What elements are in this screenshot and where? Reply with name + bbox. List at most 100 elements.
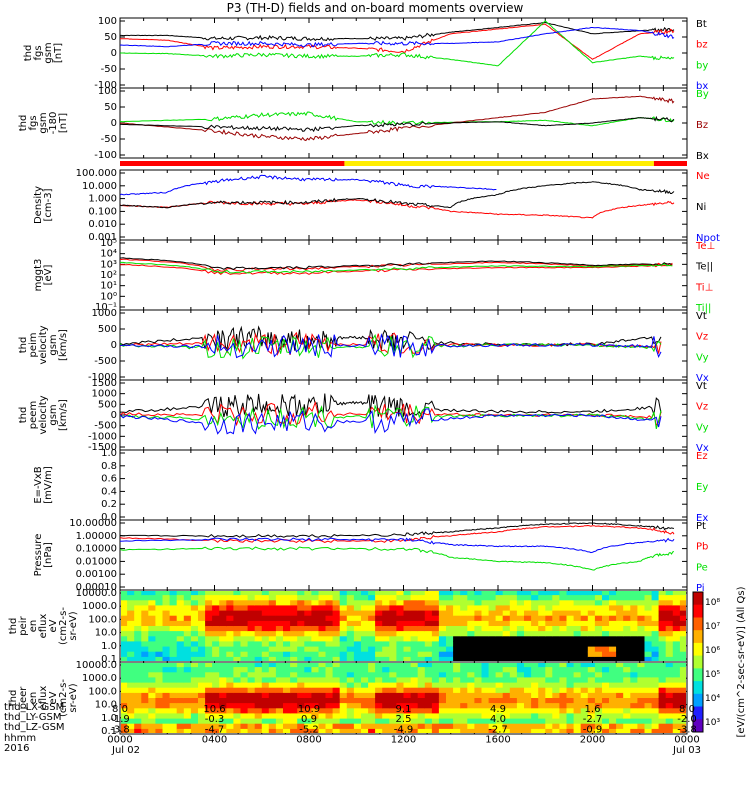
spectrogram-cell (587, 620, 596, 627)
spectrogram-cell (658, 631, 667, 637)
spectrogram-cell (268, 646, 277, 653)
spectrogram-cell (389, 708, 397, 714)
spectrogram-cell (219, 605, 227, 612)
spectrogram-cell (183, 703, 192, 709)
spectrogram-cell (630, 667, 638, 673)
spectrogram-cell (134, 698, 142, 704)
spectrogram-cell (162, 718, 171, 725)
spectrogram-cell (247, 692, 256, 699)
colorbar-tick-label: 10⁸ (705, 598, 720, 608)
spectrogram-cell (509, 651, 518, 658)
spectrogram-cell (198, 591, 206, 596)
spectrogram-cell (304, 728, 312, 733)
spectrogram-cell (183, 646, 192, 653)
spectrogram-cell (623, 723, 631, 730)
spectrogram-cell (226, 595, 234, 601)
spectrogram-cell (679, 698, 686, 704)
spectrogram-cell (141, 626, 149, 632)
x-axis-value: 4.0 (490, 714, 506, 725)
spectrogram-cell (155, 610, 164, 617)
spectrogram-cell (134, 663, 142, 668)
spectrogram-cell (212, 641, 220, 648)
spectrogram-cell (580, 687, 589, 694)
spectrogram-cell (261, 723, 270, 730)
spectrogram-cell (438, 698, 447, 704)
spectrogram-cell (176, 595, 185, 601)
y-axis-label-line: (cm2-s- (58, 607, 69, 645)
spectrogram-cell (304, 667, 312, 673)
spectrogram-cell (467, 677, 475, 684)
spectrogram-cell (424, 591, 433, 596)
spectrogram-cell (396, 631, 405, 637)
spectrogram-cell (630, 718, 638, 725)
spectrogram-cell (311, 677, 320, 684)
spectrogram-cell (559, 692, 568, 699)
spectrogram-cell (587, 610, 596, 617)
spectrogram-cell (446, 636, 454, 642)
spectrogram-cell (290, 703, 298, 709)
y-tick-label: 10000.0 (76, 660, 117, 671)
spectrogram-cell (339, 626, 348, 632)
spectrogram-cell (509, 723, 518, 730)
spectrogram-cell (509, 656, 518, 661)
spectrogram-cell (261, 656, 270, 661)
spectrogram-cell (644, 703, 653, 709)
y-tick-label: 1000.0 (82, 673, 117, 684)
y-tick-label: 100.000 (76, 168, 117, 179)
spectrogram-cell (488, 682, 497, 689)
spectrogram-cell (212, 718, 220, 725)
spectrogram-cell (658, 687, 667, 694)
spectrogram-cell (396, 728, 405, 733)
spectrogram-cell (219, 703, 227, 709)
spectrogram-cell (559, 687, 568, 694)
y-axis-label-line: sr-eV) (68, 683, 79, 712)
spectrogram-cell (389, 692, 397, 699)
spectrogram-cell (346, 651, 355, 658)
spectrogram-cell (226, 651, 234, 658)
spectrogram-cell (375, 646, 383, 653)
spectrogram-cell (630, 687, 638, 694)
spectrogram-cell (431, 667, 440, 673)
spectrogram-cell (233, 600, 242, 606)
colorbar-label: [eV/(cm^2-sec-sr-eV)] (All Qs) (736, 586, 747, 737)
spectrogram-cell (460, 728, 468, 733)
spectrogram-cell (325, 626, 334, 632)
spectrogram-cell (198, 605, 206, 612)
y-tick-label: -1500 (88, 442, 117, 453)
spectrogram-cell (460, 723, 468, 730)
spectrogram-cell (679, 641, 686, 648)
spectrogram-cell (368, 698, 376, 704)
spectrogram-cell (474, 687, 483, 694)
spectrogram-cell (268, 718, 277, 725)
spectrogram-cell (162, 698, 171, 704)
spectrogram-cell (609, 663, 617, 668)
spectrogram-cell (389, 651, 397, 658)
spectrogram-cell (424, 698, 433, 704)
spectrogram-cell (502, 708, 511, 714)
spectrogram-cell (446, 723, 454, 730)
spectrogram-cell (594, 677, 603, 684)
spectrogram-cell (679, 703, 686, 709)
spectrogram-cell (275, 595, 284, 601)
spectrogram-cell (261, 610, 270, 617)
spectrogram-cell (509, 636, 518, 642)
spectrogram-cell (417, 687, 426, 694)
spectrogram-cell (446, 672, 454, 678)
spectrogram-cell (665, 703, 674, 709)
spectrogram-cell (460, 718, 468, 725)
spectrogram-cell (630, 600, 638, 606)
spectrogram-cell (297, 703, 305, 709)
spectrogram-cell (190, 703, 199, 709)
x-row-label-year: 2016 (4, 742, 30, 754)
spectrogram-cell (538, 641, 546, 648)
spectrogram-cell (630, 677, 638, 684)
spectrogram-cell (268, 687, 277, 694)
spectrogram-cell (630, 682, 638, 689)
spectrogram-cell (658, 708, 667, 714)
spectrogram-cell (162, 656, 171, 661)
spectrogram-cell (205, 708, 213, 714)
spectrogram-cell (609, 620, 617, 627)
panel-frame (119, 239, 688, 311)
spectrogram-cell (261, 718, 270, 725)
spectrogram-cell (148, 692, 156, 699)
